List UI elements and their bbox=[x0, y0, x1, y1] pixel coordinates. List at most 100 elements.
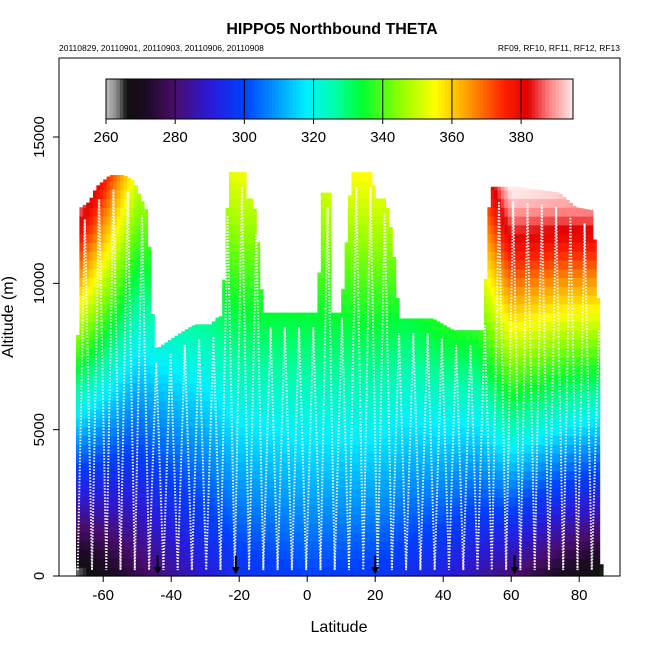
heatmap-cell bbox=[297, 540, 301, 551]
heatmap-cell bbox=[147, 251, 152, 261]
heatmap-cell bbox=[144, 532, 148, 542]
heatmap-cell bbox=[263, 549, 267, 560]
heatmap-cell bbox=[290, 347, 295, 358]
heatmap-cell bbox=[110, 356, 114, 366]
heatmap-cell bbox=[137, 417, 142, 428]
heatmap-cell bbox=[378, 523, 383, 533]
heatmap-cell bbox=[375, 435, 380, 445]
heatmap-cell bbox=[331, 391, 335, 402]
heatmap-cell bbox=[259, 532, 264, 542]
heatmap-cell bbox=[171, 374, 176, 384]
heatmap-cell bbox=[351, 338, 356, 349]
heatmap-cell bbox=[103, 277, 108, 287]
heatmap-cell bbox=[195, 532, 199, 542]
heatmap-cell bbox=[507, 224, 512, 235]
heatmap-cell bbox=[86, 549, 91, 560]
heatmap-cell bbox=[412, 365, 417, 375]
heatmap-cell bbox=[450, 400, 454, 410]
heatmap-cell bbox=[99, 198, 104, 208]
heatmap-cell bbox=[76, 347, 80, 358]
heatmap-cell bbox=[103, 435, 108, 445]
heatmap-cell bbox=[269, 417, 274, 428]
heatmap-cell bbox=[409, 426, 414, 437]
heatmap-cell bbox=[242, 251, 247, 261]
heatmap-cell bbox=[232, 382, 237, 393]
heatmap-cell bbox=[259, 382, 264, 393]
heatmap-cell bbox=[422, 505, 427, 516]
heatmap-cell bbox=[358, 470, 363, 481]
heatmap-cell bbox=[188, 549, 193, 560]
heatmap-cell bbox=[290, 400, 295, 410]
heatmap-cell bbox=[354, 330, 359, 340]
heatmap-cell bbox=[446, 488, 451, 498]
heatmap-cell bbox=[375, 198, 380, 208]
heatmap-cell bbox=[436, 567, 441, 577]
heatmap-cell bbox=[174, 488, 179, 498]
heatmap-cell bbox=[93, 549, 97, 560]
heatmap-cell bbox=[290, 435, 295, 445]
heatmap-cell bbox=[79, 567, 84, 577]
heatmap-cell bbox=[361, 409, 366, 419]
heatmap-cell bbox=[96, 514, 101, 524]
heatmap-cell bbox=[137, 479, 142, 489]
heatmap-cell bbox=[436, 532, 441, 542]
heatmap-cell bbox=[150, 426, 155, 437]
heatmap-cell bbox=[239, 435, 244, 445]
heatmap-cell bbox=[222, 321, 227, 331]
heatmap-cell bbox=[150, 382, 155, 393]
heatmap-cell bbox=[324, 382, 329, 393]
heatmap-cell bbox=[412, 391, 417, 402]
heatmap-cell bbox=[96, 391, 101, 402]
heatmap-cell bbox=[130, 514, 135, 524]
heatmap-cell bbox=[307, 558, 312, 568]
heatmap-cell bbox=[123, 470, 128, 481]
heatmap-cell bbox=[215, 330, 220, 340]
heatmap-cell bbox=[375, 374, 380, 384]
heatmap-cell bbox=[337, 532, 342, 542]
heatmap-cell bbox=[110, 453, 114, 463]
heatmap-cell bbox=[130, 549, 135, 560]
heatmap-cell bbox=[127, 312, 131, 322]
heatmap-cell bbox=[354, 391, 359, 402]
heatmap-cell bbox=[96, 532, 101, 542]
heatmap-cell bbox=[103, 189, 108, 200]
heatmap-cell bbox=[161, 374, 165, 384]
heatmap-cell bbox=[147, 567, 152, 577]
heatmap-cell bbox=[351, 444, 356, 454]
heatmap-cell bbox=[473, 382, 478, 393]
heatmap-cell bbox=[341, 461, 346, 472]
heatmap-cell bbox=[79, 347, 84, 358]
heatmap-cell bbox=[358, 312, 363, 322]
heatmap-cell bbox=[93, 259, 97, 270]
heatmap-cell bbox=[106, 435, 111, 445]
heatmap-cell bbox=[365, 409, 369, 419]
heatmap-cell bbox=[331, 374, 335, 384]
heatmap-cell bbox=[201, 324, 206, 331]
heatmap-cell bbox=[120, 532, 125, 542]
heatmap-cell bbox=[303, 312, 308, 322]
heatmap-cell bbox=[320, 321, 325, 331]
heatmap-cell bbox=[137, 251, 142, 261]
heatmap-cell bbox=[419, 330, 424, 340]
heatmap-cell bbox=[378, 321, 383, 331]
heatmap-cell bbox=[371, 417, 376, 428]
heatmap-cell bbox=[127, 374, 131, 384]
heatmap-cell bbox=[116, 356, 121, 366]
heatmap-cell bbox=[453, 549, 458, 560]
heatmap-cell bbox=[246, 338, 250, 349]
heatmap-cell bbox=[252, 400, 257, 410]
heatmap-cell bbox=[120, 567, 125, 577]
heatmap-cell bbox=[222, 558, 227, 568]
heatmap-cell bbox=[344, 321, 349, 331]
heatmap-cell bbox=[167, 347, 172, 358]
heatmap-cell bbox=[133, 189, 138, 200]
heatmap-cell bbox=[239, 180, 244, 191]
heatmap-cell bbox=[201, 523, 206, 533]
heatmap-cell bbox=[99, 532, 104, 542]
heatmap-cell bbox=[351, 207, 356, 217]
heatmap-cell bbox=[303, 470, 308, 481]
heatmap-cell bbox=[361, 567, 366, 577]
heatmap-cell bbox=[392, 409, 397, 419]
heatmap-cell bbox=[157, 540, 162, 551]
heatmap-cell bbox=[106, 189, 111, 200]
